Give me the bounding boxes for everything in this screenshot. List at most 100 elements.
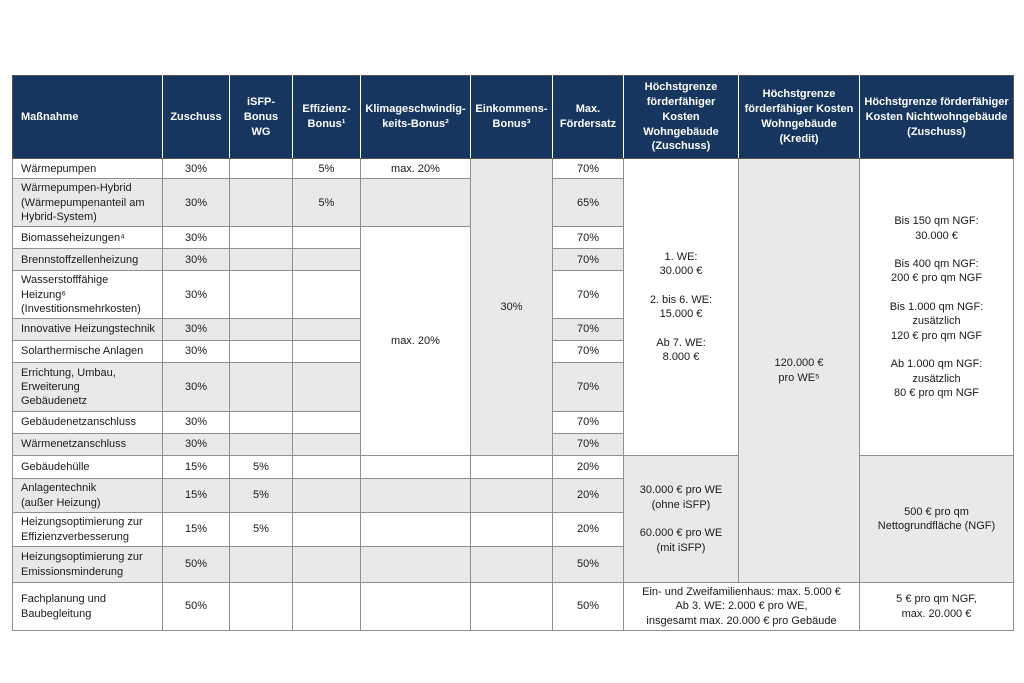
cell-klima-bonus <box>360 178 471 228</box>
col-header-nwg: Höchstgrenze förderfähiger Kosten Nichtw… <box>859 74 1014 160</box>
cell-max-foerdersatz: 70% <box>552 248 624 272</box>
cell-klima-bonus: max. 20% <box>360 158 471 180</box>
cell-isfp-bonus <box>229 582 293 631</box>
cell-zuschuss: 30% <box>162 178 230 228</box>
cell-max-foerdersatz: 20% <box>552 478 624 514</box>
cell-isfp-bonus: 5% <box>229 455 293 480</box>
row-label: Solarthermische Anlagen <box>12 340 163 364</box>
cell-nwg-bottom: 5 € pro qm NGF, max. 20.000 € <box>859 582 1014 631</box>
cell-isfp-bonus <box>229 362 293 413</box>
row-label: Wärmepumpen-Hybrid (Wärmepumpenanteil am… <box>12 178 163 228</box>
cell-klima-bonus <box>360 512 471 548</box>
cell-effizienz-bonus <box>292 362 361 413</box>
row-label: Heizungsoptimierung zur Effizienzverbess… <box>12 512 163 548</box>
cell-klima-bonus <box>360 546 471 584</box>
cell-max-foerdersatz: 50% <box>552 582 624 631</box>
cell-effizienz-bonus <box>292 318 361 342</box>
row-waermenetzanschluss: Wärmenetzanschluss 30% 70% <box>12 433 1014 457</box>
row-heizungsoptimierung-effizienz: Heizungsoptimierung zur Effizienzverbess… <box>12 512 1014 548</box>
row-gebaeudenetzanschluss: Gebäudenetzanschluss 30% 70% <box>12 411 1014 435</box>
cell-zuschuss: 15% <box>162 512 230 548</box>
row-waermepumpen-hybrid: Wärmepumpen-Hybrid (Wärmepumpenanteil am… <box>12 178 1014 228</box>
cell-zuschuss: 30% <box>162 248 230 272</box>
cell-zuschuss: 30% <box>162 158 230 180</box>
header-row: Maßnahme Zuschuss iSFP- Bonus WG Effizie… <box>12 74 1014 160</box>
cell-wg-kredit-merged: 120.000 € pro WE⁵ <box>738 158 860 584</box>
cell-einkommens-bonus <box>470 582 553 631</box>
row-biomasseheizungen: Biomasseheizungen⁴ 30% max. 20% 70% <box>12 226 1014 457</box>
row-innovative-heizungstechnik: Innovative Heizungstechnik 30% 70% <box>12 318 1014 342</box>
row-label: Gebäudehülle <box>12 455 163 480</box>
cell-zuschuss: 50% <box>162 546 230 584</box>
cell-klima-bonus-merged: max. 20% <box>360 226 471 457</box>
row-gebaeudehuelle: Gebäudehülle 15% 5% 20% 30.000 € pro WE … <box>12 455 1014 584</box>
cell-effizienz-bonus <box>292 582 361 631</box>
cell-effizienz-bonus <box>292 270 361 320</box>
cell-max-foerdersatz: 20% <box>552 512 624 548</box>
cell-isfp-bonus <box>229 433 293 457</box>
cell-zuschuss: 15% <box>162 478 230 514</box>
cell-zuschuss: 30% <box>162 411 230 435</box>
cell-isfp-bonus: 5% <box>229 512 293 548</box>
cell-max-foerdersatz: 70% <box>552 318 624 342</box>
col-header-max-foerdersatz: Max. Fördersatz <box>552 74 624 160</box>
cell-einkommens-bonus <box>470 478 553 514</box>
cell-isfp-bonus <box>229 226 293 250</box>
cell-zuschuss: 30% <box>162 226 230 250</box>
col-header-wg-zuschuss: Höchstgrenze förderfähiger Kosten Wohnge… <box>623 74 739 160</box>
cell-max-foerdersatz: 70% <box>552 433 624 457</box>
cell-isfp-bonus <box>229 340 293 364</box>
cell-isfp-bonus <box>229 318 293 342</box>
cell-effizienz-bonus <box>292 546 361 584</box>
cell-wg-zuschuss-merged: 30.000 € pro WE (ohne iSFP) 60.000 € pro… <box>623 455 739 584</box>
row-label: Brennstoffzellenheizung <box>12 248 163 272</box>
row-label: Innovative Heizungstechnik <box>12 318 163 342</box>
cell-max-foerdersatz: 70% <box>552 340 624 364</box>
cell-max-foerdersatz: 70% <box>552 158 624 180</box>
col-header-klima-bonus: Klimageschwindig- keits-Bonus² <box>360 74 471 160</box>
subsidy-table-container: Maßnahme Zuschuss iSFP- Bonus WG Effizie… <box>12 74 1014 631</box>
row-label: Heizungsoptimierung zur Emissionsminderu… <box>12 546 163 584</box>
col-header-zuschuss: Zuschuss <box>162 74 230 160</box>
row-label: Gebäudenetzanschluss <box>12 411 163 435</box>
cell-zuschuss: 50% <box>162 582 230 631</box>
cell-effizienz-bonus <box>292 340 361 364</box>
row-label: Errichtung, Umbau, Erweiterung Gebäudene… <box>12 362 163 413</box>
cell-effizienz-bonus <box>292 226 361 250</box>
col-header-massnahme: Maßnahme <box>12 74 163 160</box>
cell-klima-bonus <box>360 582 471 631</box>
cell-klima-bonus <box>360 478 471 514</box>
cell-max-foerdersatz: 70% <box>552 270 624 320</box>
col-header-einkommens-bonus: Einkommens- Bonus³ <box>470 74 553 160</box>
cell-nwg-merged: 500 € pro qm Nettogrundfläche (NGF) <box>859 455 1014 584</box>
cell-isfp-bonus <box>229 270 293 320</box>
cell-max-foerdersatz: 70% <box>552 411 624 435</box>
col-header-effizienz-bonus: Effizienz- Bonus¹ <box>292 74 361 160</box>
cell-isfp-bonus <box>229 158 293 180</box>
cell-einkommens-bonus <box>470 455 553 480</box>
cell-effizienz-bonus: 5% <box>292 178 361 228</box>
row-heizungsoptimierung-emission: Heizungsoptimierung zur Emissionsminderu… <box>12 546 1014 584</box>
row-label: Wärmepumpen <box>12 158 163 180</box>
foerderung-table: Maßnahme Zuschuss iSFP- Bonus WG Effizie… <box>12 74 1014 631</box>
cell-effizienz-bonus: 5% <box>292 158 361 180</box>
cell-einkommens-bonus <box>470 512 553 548</box>
cell-wg-zuschuss-merged: 1. WE: 30.000 € 2. bis 6. WE: 15.000 € A… <box>623 158 739 457</box>
col-header-isfp-bonus: iSFP- Bonus WG <box>229 74 293 160</box>
cell-zuschuss: 15% <box>162 455 230 480</box>
cell-effizienz-bonus <box>292 248 361 272</box>
cell-max-foerdersatz: 50% <box>552 546 624 584</box>
cell-zuschuss: 30% <box>162 433 230 457</box>
cell-zuschuss: 30% <box>162 318 230 342</box>
cell-effizienz-bonus <box>292 411 361 435</box>
cell-max-foerdersatz: 65% <box>552 178 624 228</box>
cell-isfp-bonus <box>229 178 293 228</box>
cell-max-foerdersatz: 70% <box>552 226 624 250</box>
cell-isfp-bonus <box>229 411 293 435</box>
cell-zuschuss: 30% <box>162 340 230 364</box>
cell-isfp-bonus <box>229 248 293 272</box>
cell-effizienz-bonus <box>292 512 361 548</box>
row-waermepumpen: Wärmepumpen 30% 5% max. 20% 30% 70% 1. W… <box>12 158 1014 584</box>
cell-max-foerdersatz: 70% <box>552 362 624 413</box>
cell-einkommens-bonus <box>470 546 553 584</box>
